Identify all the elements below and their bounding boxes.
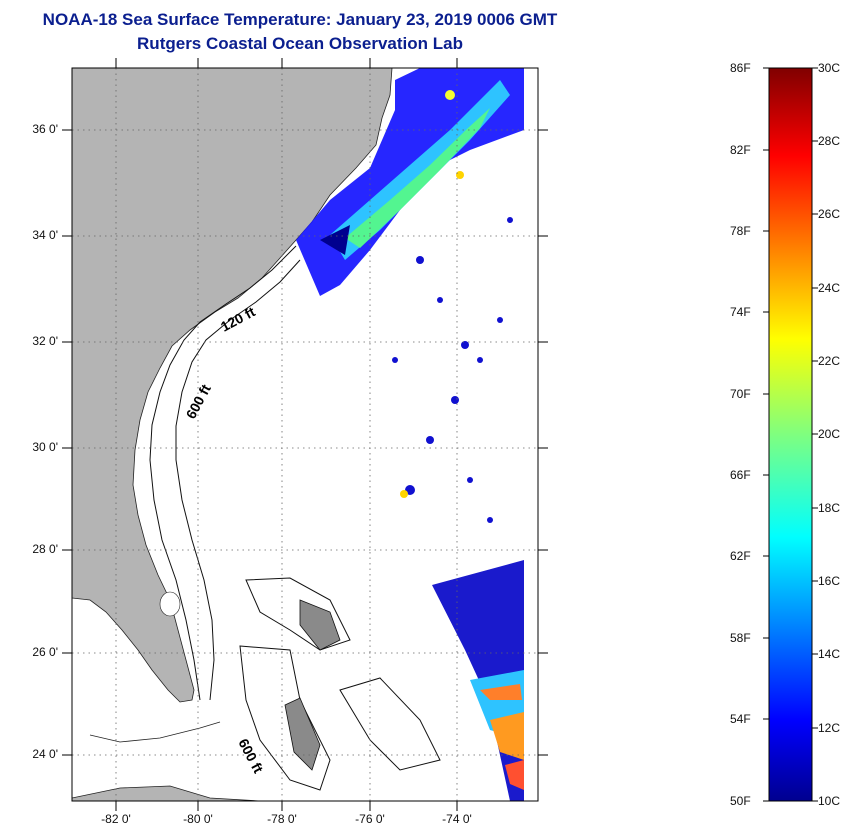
colorbar-c-18: 18C <box>818 501 841 515</box>
lat-label-32: 32 0' <box>32 334 58 348</box>
lat-label-26: 26 0' <box>32 645 58 659</box>
bahamas-bank-north <box>245 577 351 651</box>
colorbar-f-82: 82F <box>730 143 751 157</box>
colorbar-ticks <box>763 67 818 802</box>
bahamas-bank-great <box>239 645 331 791</box>
colorbar-f-74: 74F <box>730 305 751 319</box>
colorbar-f-54: 54F <box>730 712 751 726</box>
map-grid <box>72 68 538 801</box>
lat-label-36: 36 0' <box>32 122 58 136</box>
map-subtitle: Rutgers Coastal Ocean Observation Lab <box>137 34 463 53</box>
mainland-land <box>72 68 393 703</box>
sst-swath-north <box>296 68 524 296</box>
colorbar-c-12: 12C <box>818 721 841 735</box>
colorbar-f-66: 66F <box>730 468 751 482</box>
contour-120ft <box>149 245 297 701</box>
lon-label-82: -82 0' <box>101 812 131 826</box>
bahamas-island-andros <box>284 697 321 771</box>
lat-label-24: 24 0' <box>32 747 58 761</box>
lat-label-34: 34 0' <box>32 228 58 242</box>
colorbar-f-70: 70F <box>730 387 751 401</box>
colorbar-c-20: 20C <box>818 427 841 441</box>
lon-label-78: -78 0' <box>267 812 297 826</box>
map-frame <box>71 67 539 802</box>
colorbar-f-86: 86F <box>730 61 751 75</box>
colorbar-c-28: 28C <box>818 134 841 148</box>
colorbar-c-14: 14C <box>818 647 841 661</box>
colorbar-c-30: 30C <box>818 61 841 75</box>
florida-keys <box>89 721 221 743</box>
lat-label-28: 28 0' <box>32 542 58 556</box>
colorbar-f-50: 50F <box>730 794 751 808</box>
lon-label-76: -76 0' <box>355 812 385 826</box>
lon-label-80: -80 0' <box>183 812 213 826</box>
lat-label-30: 30 0' <box>32 440 58 454</box>
colorbar-c-16: 16C <box>818 574 841 588</box>
colorbar-f-58: 58F <box>730 631 751 645</box>
lon-label-74: -74 0' <box>442 812 472 826</box>
map-ticks <box>62 58 548 811</box>
cuba-land <box>72 785 261 801</box>
contour-600ft <box>175 259 301 701</box>
sst-swath-south <box>432 560 524 801</box>
colorbar-c-24: 24C <box>818 281 841 295</box>
sst-swath-scattered <box>392 217 513 523</box>
colorbar-c-10: 10C <box>818 794 841 808</box>
bahamas-island-abaco <box>299 599 341 651</box>
sst-warm-patch <box>400 490 408 498</box>
colorbar-c-22: 22C <box>818 354 841 368</box>
colorbar <box>768 67 813 802</box>
colorbar-f-62: 62F <box>730 549 751 563</box>
lake-okeechobee <box>159 591 181 617</box>
colorbar-c-26: 26C <box>818 207 841 221</box>
colorbar-f-78: 78F <box>730 224 751 238</box>
map-title: NOAA-18 Sea Surface Temperature: January… <box>42 10 558 29</box>
